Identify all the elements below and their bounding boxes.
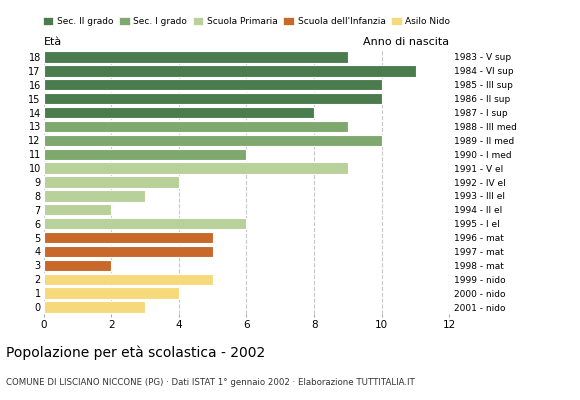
Bar	[44, 274, 213, 285]
Bar	[44, 190, 145, 202]
Text: Anno di nascita: Anno di nascita	[364, 37, 450, 47]
Bar	[44, 121, 348, 132]
Bar	[44, 246, 213, 257]
Text: Popolazione per età scolastica - 2002: Popolazione per età scolastica - 2002	[6, 346, 265, 360]
Bar	[44, 301, 145, 313]
Text: Età: Età	[44, 37, 61, 47]
Bar	[44, 204, 111, 216]
Bar	[44, 79, 382, 90]
Bar	[44, 218, 246, 229]
Bar	[44, 93, 382, 104]
Bar	[44, 260, 111, 271]
Legend: Sec. II grado, Sec. I grado, Scuola Primaria, Scuola dell'Infanzia, Asilo Nido: Sec. II grado, Sec. I grado, Scuola Prim…	[39, 14, 454, 30]
Bar	[44, 176, 179, 188]
Bar	[44, 135, 382, 146]
Bar	[44, 232, 213, 243]
Bar	[44, 65, 416, 76]
Text: COMUNE DI LISCIANO NICCONE (PG) · Dati ISTAT 1° gennaio 2002 · Elaborazione TUTT: COMUNE DI LISCIANO NICCONE (PG) · Dati I…	[6, 378, 415, 387]
Bar	[44, 288, 179, 299]
Bar	[44, 162, 348, 174]
Bar	[44, 107, 314, 118]
Bar	[44, 51, 348, 63]
Bar	[44, 148, 246, 160]
